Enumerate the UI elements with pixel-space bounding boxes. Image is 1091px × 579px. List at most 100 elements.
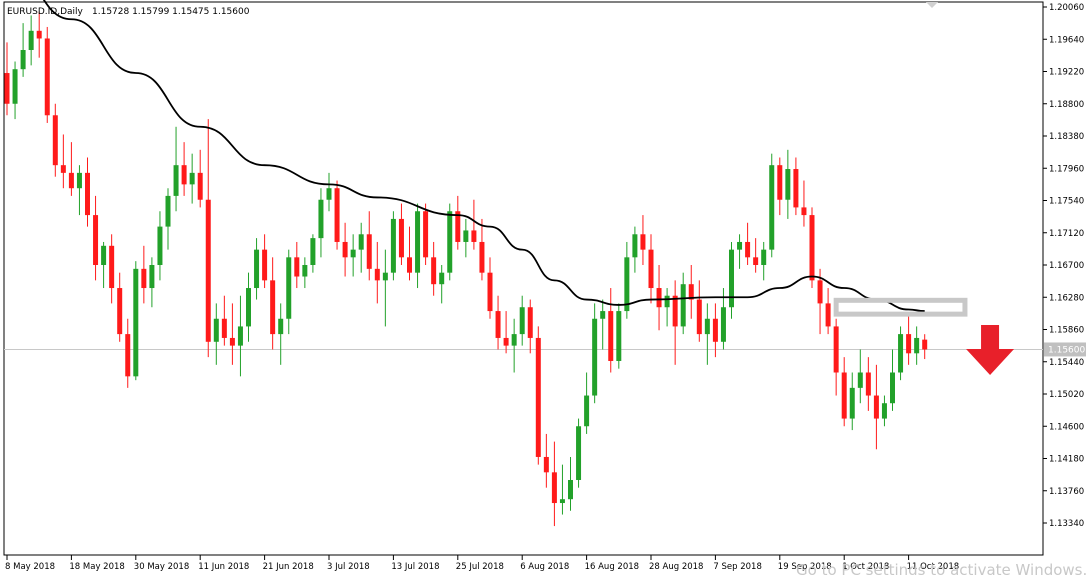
candle-bear[interactable]: [117, 288, 123, 335]
candle-bull[interactable]: [737, 241, 743, 250]
candle-bull[interactable]: [511, 334, 517, 346]
candle-bull[interactable]: [463, 230, 469, 242]
candle-bull[interactable]: [849, 387, 855, 419]
candle-bull[interactable]: [664, 295, 670, 308]
candle-bear[interactable]: [696, 299, 702, 335]
candle-bear[interactable]: [68, 172, 74, 189]
candle-bull[interactable]: [189, 172, 195, 185]
candle-bull[interactable]: [600, 311, 606, 319]
candle-bull[interactable]: [680, 284, 686, 327]
candle-bull[interactable]: [157, 226, 163, 265]
candle-bull[interactable]: [254, 249, 260, 289]
candle-bear[interactable]: [85, 172, 90, 216]
candle-bull[interactable]: [785, 169, 791, 200]
candle-bear[interactable]: [197, 172, 203, 200]
candle-bear[interactable]: [656, 288, 662, 308]
candle-bull[interactable]: [173, 165, 179, 196]
candle-bear[interactable]: [535, 337, 541, 457]
candle-bear[interactable]: [374, 268, 380, 281]
candle-bull[interactable]: [350, 249, 356, 258]
candle-bear[interactable]: [125, 334, 131, 377]
candle-bear[interactable]: [833, 326, 839, 373]
candle-bear[interactable]: [479, 241, 485, 273]
candle-bear[interactable]: [342, 241, 348, 258]
candle-bear[interactable]: [527, 307, 533, 338]
candle-bull[interactable]: [237, 326, 243, 346]
candle-bull[interactable]: [769, 165, 775, 250]
candle-bull[interactable]: [857, 372, 863, 388]
candle-bear[interactable]: [551, 472, 557, 504]
candle-bull[interactable]: [881, 403, 887, 419]
candle-bear[interactable]: [906, 334, 912, 354]
candle-bear[interactable]: [398, 218, 404, 258]
candle-bear[interactable]: [753, 257, 759, 265]
candle-bear[interactable]: [487, 272, 493, 312]
candle-bear[interactable]: [270, 280, 276, 335]
candle-bear[interactable]: [109, 245, 115, 289]
candle-bear[interactable]: [93, 215, 99, 265]
candle-bear[interactable]: [777, 165, 783, 200]
candle-bear[interactable]: [334, 188, 340, 242]
candle-bear[interactable]: [455, 211, 461, 242]
candle-bear[interactable]: [793, 169, 799, 208]
candle-bull[interactable]: [278, 318, 284, 335]
candle-bull[interactable]: [415, 211, 421, 273]
candle-bear[interactable]: [865, 372, 871, 396]
candle-bull[interactable]: [584, 395, 590, 427]
candle-bear[interactable]: [141, 268, 147, 289]
candle-bear[interactable]: [36, 30, 42, 39]
candle-bull[interactable]: [890, 372, 895, 404]
candle-bull[interactable]: [632, 234, 638, 258]
candle-bear[interactable]: [688, 284, 694, 300]
candle-bull[interactable]: [20, 50, 26, 70]
candle-bear[interactable]: [181, 165, 187, 185]
candle-bull[interactable]: [390, 218, 396, 273]
candle-bear[interactable]: [221, 318, 227, 338]
candle-bull[interactable]: [729, 249, 734, 308]
candle-bear[interactable]: [648, 249, 654, 289]
candle-bull[interactable]: [326, 188, 332, 200]
candle-bull[interactable]: [898, 334, 904, 373]
candle-bull[interactable]: [914, 337, 920, 354]
candle-bear[interactable]: [841, 372, 847, 419]
candle-bear[interactable]: [801, 207, 807, 216]
candle-bull[interactable]: [519, 307, 525, 335]
candle-bull[interactable]: [761, 249, 767, 265]
candle-bull[interactable]: [382, 272, 388, 281]
candle-bear[interactable]: [712, 318, 718, 342]
candle-bear[interactable]: [60, 165, 66, 173]
candle-bull[interactable]: [568, 480, 573, 500]
candle-bull[interactable]: [246, 288, 251, 327]
candle-bull[interactable]: [616, 311, 622, 361]
candle-bull[interactable]: [358, 234, 364, 250]
candle-bull[interactable]: [318, 199, 324, 239]
candle-bear[interactable]: [262, 249, 268, 281]
candle-bear[interactable]: [543, 456, 549, 473]
candle-bull[interactable]: [213, 318, 219, 342]
candle-bear[interactable]: [294, 257, 300, 277]
candle-bull[interactable]: [439, 272, 445, 285]
candle-bear[interactable]: [407, 257, 412, 273]
candle-bull[interactable]: [559, 499, 565, 504]
candle-bear[interactable]: [205, 199, 211, 342]
candle-bull[interactable]: [704, 318, 710, 335]
candle-bull[interactable]: [310, 238, 316, 265]
candle-bull[interactable]: [133, 268, 139, 377]
candle-bear[interactable]: [672, 295, 678, 327]
candle-bull[interactable]: [592, 318, 598, 396]
candle-bear[interactable]: [640, 234, 646, 250]
candle-bear[interactable]: [825, 303, 831, 327]
candle-bull[interactable]: [576, 426, 582, 480]
candle-bear[interactable]: [431, 257, 437, 285]
candle-bull[interactable]: [28, 30, 34, 50]
candle-bear[interactable]: [229, 337, 235, 346]
candle-bear[interactable]: [745, 241, 751, 258]
candle-bull[interactable]: [76, 172, 82, 189]
candle-bear[interactable]: [423, 211, 429, 258]
candle-bear[interactable]: [608, 311, 614, 361]
candle-bear[interactable]: [495, 311, 501, 338]
candle-bear[interactable]: [873, 395, 879, 419]
candle-bear[interactable]: [52, 115, 58, 166]
